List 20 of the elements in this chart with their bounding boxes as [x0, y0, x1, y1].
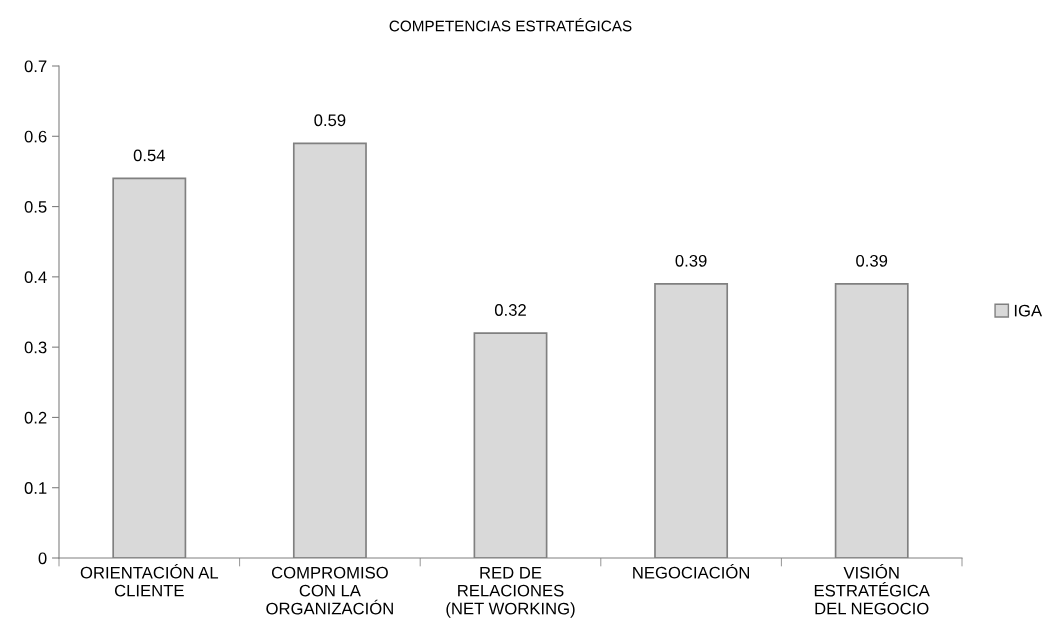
y-tick-label: 0.3 — [24, 341, 47, 354]
chart-title: COMPETENCIAS ESTRATÉGICAS — [389, 18, 632, 32]
data-label: 0.39 — [675, 254, 707, 267]
data-label: 0.32 — [494, 304, 526, 316]
y-tick-label: 0.1 — [24, 482, 47, 494]
y-tick-label: 0.4 — [24, 271, 47, 284]
x-tick-label: NEGOCIACIÓN — [633, 563, 750, 579]
x-tick-label: ORIENTACIÓN AL CLIENTE — [80, 563, 219, 597]
x-tick-label: RED DE RELACIONES (NET WORKING) — [446, 566, 575, 618]
data-label: 0.59 — [314, 114, 346, 127]
y-tick-label: 0.2 — [24, 411, 47, 424]
x-tick-label: VISIÓN ESTRATÉGICA DEL NEGOCIO — [814, 563, 930, 615]
x-tick-label: COMPROMISO CON LA ORGANIZACIÓN — [266, 566, 393, 615]
legend-label: IGA — [1014, 304, 1043, 317]
y-tick-label: 0 — [38, 552, 47, 565]
y-tick-label: 0.5 — [24, 200, 47, 213]
y-tick-label: 0.7 — [24, 60, 47, 73]
y-tick-label: 0.6 — [24, 130, 47, 143]
data-label: 0.39 — [856, 254, 888, 267]
data-label: 0.54 — [133, 149, 166, 162]
